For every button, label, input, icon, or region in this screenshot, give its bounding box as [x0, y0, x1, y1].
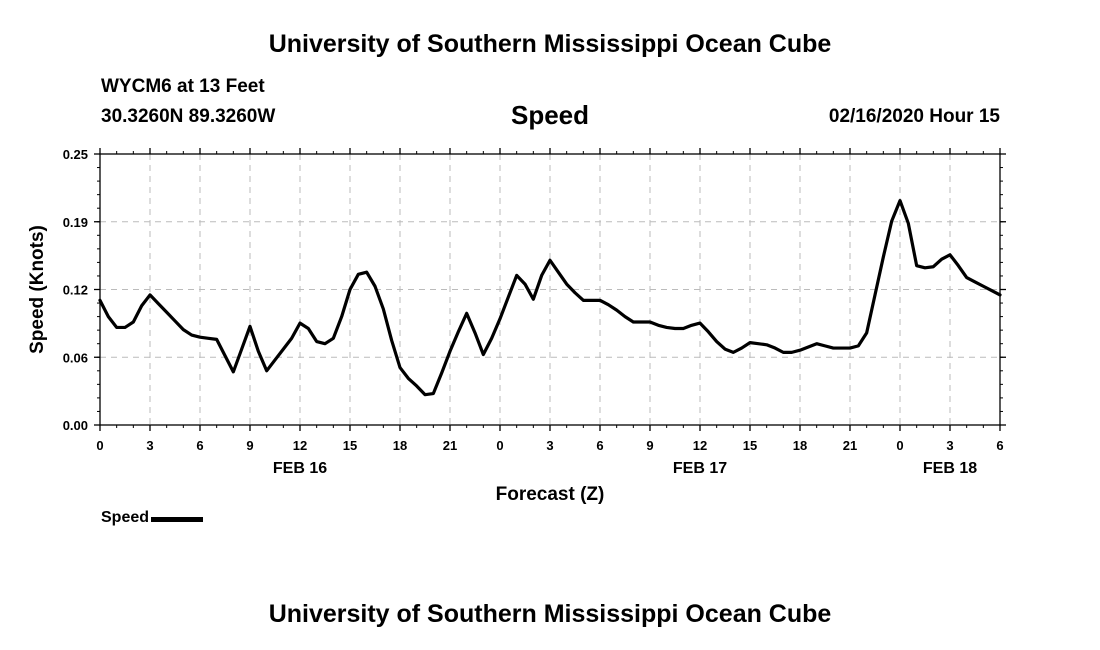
x-tick-label: 3 [146, 438, 153, 453]
x-tick-label: 6 [196, 438, 203, 453]
grid-layer [100, 154, 1000, 425]
x-tick-label: 12 [293, 438, 307, 453]
y-axis-label: Speed (Knots) [27, 225, 48, 354]
x-tick-label: 12 [693, 438, 707, 453]
chart-title: Speed [510, 100, 590, 130]
x-tick-label: 15 [743, 438, 757, 453]
legend: Speed [101, 509, 204, 527]
plot-frame [99, 153, 1001, 426]
day-label: FEB 18 [923, 460, 977, 477]
y-tick-label: 0.06 [63, 350, 88, 365]
page-title-top: University of Southern Mississippi Ocean… [268, 30, 832, 58]
station-label: WYCM6 at 13 Feet [101, 76, 265, 97]
label-layer: 0.00 0.06 0.12 0.19 0.25 0 3 6 9 12 15 18 21 0 3 6 9 12 15… [63, 147, 1004, 477]
page-title-bottom: University of Southern Mississippi Ocean… [268, 600, 832, 628]
x-tick-label: 21 [843, 438, 857, 453]
y-tick-label: 0.19 [63, 215, 88, 230]
x-tick-label: 15 [343, 438, 357, 453]
series-line-speed [98, 199, 1002, 397]
day-label: FEB 16 [273, 460, 327, 477]
x-tick-label: 6 [596, 438, 603, 453]
timestamp-label: 02/16/2020 Hour 15 [828, 106, 1000, 127]
coordinates-label: 30.3260N 89.3260W [101, 106, 276, 127]
x-tick-label: 9 [246, 438, 253, 453]
y-tick-label: 0.25 [63, 147, 88, 162]
x-tick-label: 18 [393, 438, 407, 453]
legend-label: Speed [101, 509, 150, 526]
x-axis-label: Forecast (Z) [496, 484, 605, 505]
x-tick-label: 21 [443, 438, 457, 453]
x-tick-label: 0 [96, 438, 103, 453]
x-tick-label: 18 [793, 438, 807, 453]
x-tick-label: 0 [896, 438, 903, 453]
x-tick-label: 3 [946, 438, 953, 453]
legend-swatch [151, 517, 204, 522]
x-tick-label: 3 [546, 438, 553, 453]
day-label: FEB 17 [673, 460, 727, 477]
y-tick-label: 0.00 [63, 418, 88, 433]
y-tick-label: 0.12 [63, 283, 88, 298]
x-tick-label: 0 [496, 438, 503, 453]
x-tick-label: 6 [996, 438, 1003, 453]
x-tick-label: 9 [646, 438, 653, 453]
